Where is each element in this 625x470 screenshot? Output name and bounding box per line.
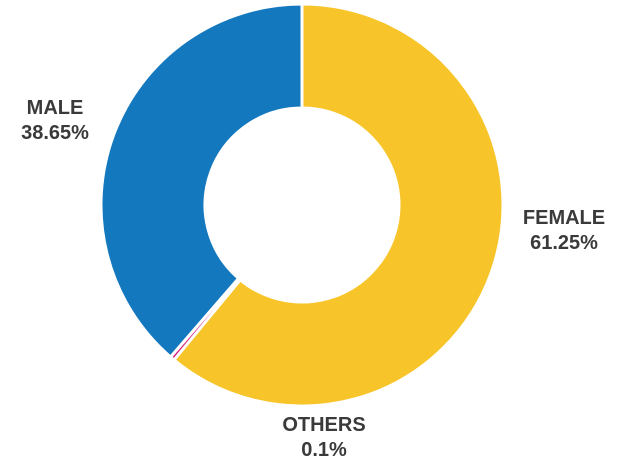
- donut-slices: [99, 2, 505, 408]
- label-male-name: MALE: [26, 97, 84, 119]
- label-others-name: OTHERS: [282, 414, 366, 436]
- slice-female: [172, 2, 505, 408]
- label-female-name: FEMALE: [522, 207, 606, 229]
- label-female: FEMALE 61.25%: [523, 206, 605, 256]
- label-male: MALE 38.65%: [21, 96, 89, 146]
- label-female-value: 61.25%: [530, 232, 598, 254]
- label-male-value: 38.65%: [21, 122, 89, 144]
- slice-male: [99, 2, 304, 359]
- label-others: OTHERS 0.1%: [282, 413, 365, 463]
- label-others-value: 0.1%: [301, 439, 347, 461]
